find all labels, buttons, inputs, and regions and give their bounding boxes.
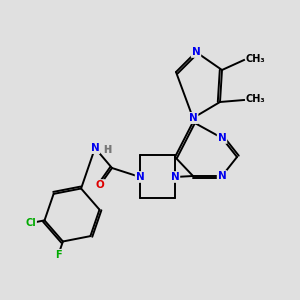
Text: N: N xyxy=(136,172,144,182)
Text: O: O xyxy=(96,180,104,190)
Text: N: N xyxy=(189,113,197,123)
Text: F: F xyxy=(55,250,62,260)
Text: N: N xyxy=(171,172,179,182)
Text: N: N xyxy=(192,47,200,57)
Text: H: H xyxy=(103,145,111,155)
Text: CH₃: CH₃ xyxy=(246,54,266,64)
Text: N: N xyxy=(91,143,99,153)
Text: N: N xyxy=(218,133,226,143)
Text: N: N xyxy=(91,143,99,153)
Text: N: N xyxy=(189,113,197,123)
Text: H: H xyxy=(103,145,111,155)
Text: Cl: Cl xyxy=(26,218,36,228)
Text: N: N xyxy=(218,171,226,181)
Text: CH₃: CH₃ xyxy=(246,94,266,104)
